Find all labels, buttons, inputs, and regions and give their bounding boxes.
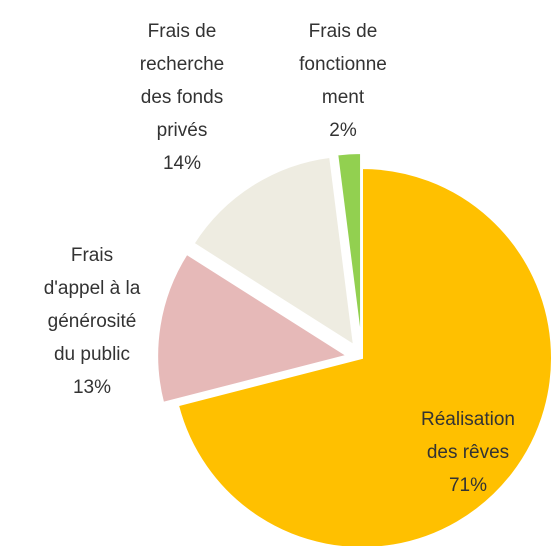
- value-label: 71%: [449, 475, 487, 496]
- slice-label-line: Frais de: [309, 21, 378, 42]
- value-label: 2%: [329, 120, 357, 141]
- value-label: 13%: [73, 377, 111, 398]
- slice-label-line: du public: [54, 344, 130, 365]
- value-label: 14%: [163, 153, 201, 174]
- slice-label-line: ment: [322, 87, 365, 108]
- pie-slice: [336, 152, 363, 344]
- slice-label-line: Frais de: [148, 21, 217, 42]
- slice-label-line: fonctionne: [299, 54, 387, 75]
- slice-label-line: Frais: [71, 245, 113, 266]
- slice-label-line: d'appel à la: [44, 278, 141, 299]
- pie-slice: [176, 166, 553, 546]
- slice-label-line: des fonds: [141, 87, 223, 108]
- slice-label-line: Réalisation: [421, 409, 515, 430]
- slice-label: Frais de recherche des fonds privés: [140, 21, 225, 141]
- pie-slice: [156, 252, 350, 405]
- slice-label: Réalisation des rêves: [421, 409, 515, 463]
- slice-label: Frais de fonctionne ment: [299, 21, 387, 108]
- pie-slice: [192, 155, 356, 348]
- slice-label-line: recherche: [140, 54, 225, 75]
- slice-label: Frais d'appel à la générosité du public: [44, 245, 141, 365]
- slice-label-line: des rêves: [427, 442, 509, 463]
- slice-label-line: privés: [157, 120, 208, 141]
- slice-label-line: générosité: [48, 311, 137, 332]
